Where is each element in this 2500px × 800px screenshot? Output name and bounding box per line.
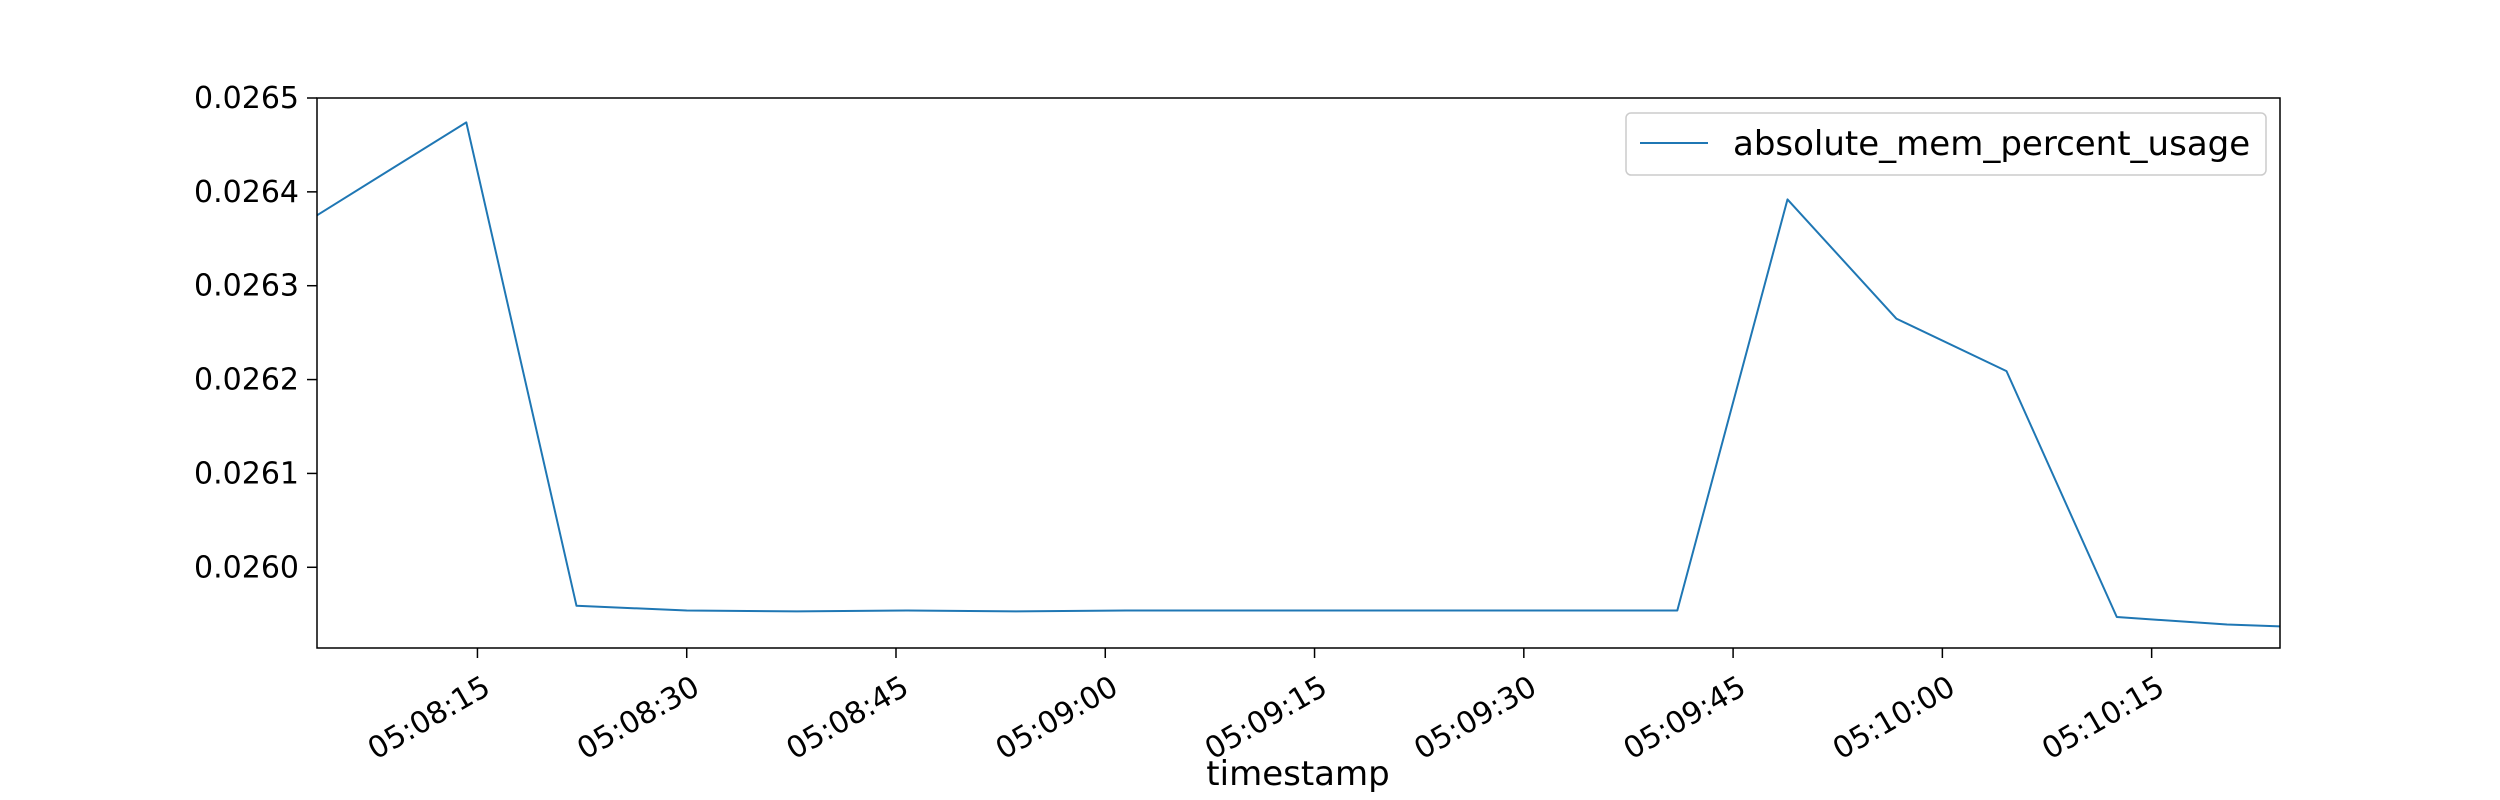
x-tick-label: 05:09:00 [990,669,1124,767]
x-tick-label: 05:09:45 [1618,669,1752,767]
y-axis-ticks: 0.0260 0.0261 0.0262 0.0263 0.0264 0.0265 [194,81,317,585]
legend: absolute_mem_percent_usage [1625,112,2267,176]
x-tick-label: 05:09:15 [1199,669,1333,767]
x-tick-label: 05:08:15 [362,669,496,767]
x-tick-label: 05:08:30 [571,669,705,767]
y-tick-label: 0.0264 [194,175,299,210]
x-axis-ticks: 05:08:15 05:08:30 05:08:45 05:09:00 05:09:15… [362,648,2170,767]
y-tick-label: 0.0260 [194,550,299,585]
plot-series [316,121,2281,628]
series-line [316,121,2281,628]
y-tick-label: 0.0263 [194,269,299,304]
x-tick-label: 05:10:15 [2036,669,2170,767]
y-tick-label: 0.0262 [194,363,299,398]
x-axis-label: timestamp [1206,754,1389,794]
x-tick-label: 05:09:30 [1408,669,1542,767]
x-tick-label: 05:10:00 [1827,669,1961,767]
legend-entry-label: absolute_mem_percent_usage [1733,124,2250,164]
x-tick-label: 05:08:45 [781,669,915,767]
plot-frame [316,97,2281,649]
y-tick-label: 0.0265 [194,81,299,116]
y-tick-label: 0.0261 [194,456,299,491]
legend-box [1625,112,2267,176]
